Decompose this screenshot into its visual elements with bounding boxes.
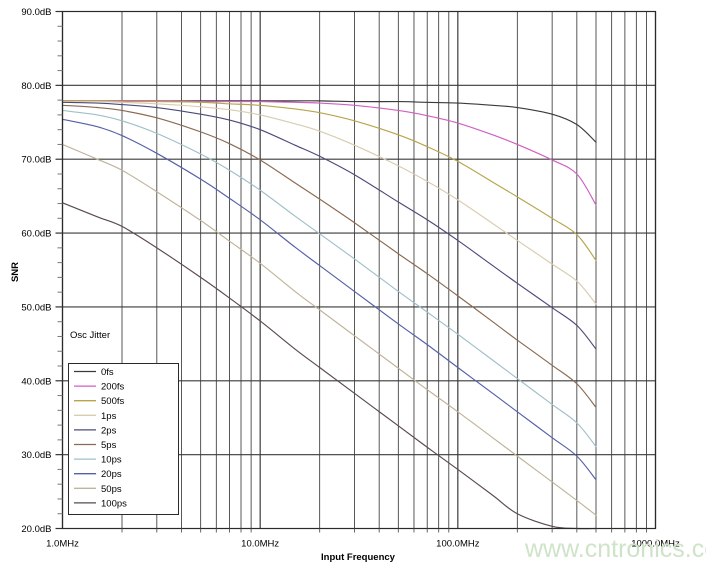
legend-label-10ps: 10ps	[101, 455, 122, 466]
legend-box	[68, 363, 179, 515]
series-line-2ps	[61, 101, 597, 350]
watermark: www.cntronics.com	[524, 535, 706, 563]
legend-label-200fs: 200fs	[101, 382, 124, 393]
legend-label-5ps: 5ps	[101, 440, 117, 451]
series-line-20ps	[61, 118, 597, 481]
y-axis-tick-labels: 20.0dB 30.0dB 40.0dB 50.0dB 60.0dB 70.0dB 80.0…	[21, 7, 51, 535]
legend-label-100ps: 100ps	[101, 498, 127, 509]
legend-label-20ps: 20ps	[101, 469, 122, 480]
legend-label-1ps: 1ps	[101, 411, 117, 422]
y-tick-label: 30.0dB	[21, 450, 51, 461]
x-tick-label: 10.0MHz	[241, 539, 279, 550]
legend-label-0fs: 0fs	[101, 367, 114, 378]
plot-frame	[61, 10, 657, 530]
series-line-10ps	[61, 109, 597, 448]
series-line-5ps	[61, 104, 597, 408]
y-tick-label: 70.0dB	[21, 155, 51, 166]
data-series-curves	[61, 100, 597, 530]
legend: 0fs 200fs 500fs 1ps 2ps 5ps 10ps 20ps 50ps 100ps	[68, 363, 179, 515]
y-tick-label: 90.0dB	[21, 7, 51, 18]
legend-title: Osc Jitter	[70, 330, 110, 341]
series-line-100ps	[61, 202, 597, 530]
y-tick-label: 60.0dB	[21, 229, 51, 240]
y-minor-tick-marks	[55, 10, 63, 530]
y-axis-title: SNR	[10, 262, 21, 282]
series-line-1ps	[61, 100, 597, 305]
series-line-200fs	[61, 100, 597, 206]
x-tick-label: 100.0MHz	[436, 539, 480, 550]
x-tick-label: 1000.0MHz	[631, 539, 680, 550]
x-minor-tick-marks	[121, 528, 647, 533]
x-axis-tick-labels: 1.0MHz 10.0MHz 100.0MHz 1000.0MHz	[46, 539, 680, 550]
minor-gridlines	[121, 11, 647, 529]
y-tick-label: 50.0dB	[21, 302, 51, 313]
legend-label-50ps: 50ps	[101, 484, 122, 495]
series-line-500fs	[61, 100, 597, 261]
legend-label-2ps: 2ps	[101, 425, 117, 436]
legend-items: 0fs 200fs 500fs 1ps 2ps 5ps 10ps 20ps 50ps 100ps	[74, 367, 127, 509]
series-line-50ps	[61, 143, 597, 516]
y-tick-label: 80.0dB	[21, 81, 51, 92]
x-axis-title: Input Frequency	[321, 552, 396, 563]
y-tick-label: 40.0dB	[21, 376, 51, 387]
x-tick-label: 1.0MHz	[46, 539, 79, 550]
y-tick-label: 20.0dB	[21, 524, 51, 535]
legend-label-500fs: 500fs	[101, 396, 124, 407]
